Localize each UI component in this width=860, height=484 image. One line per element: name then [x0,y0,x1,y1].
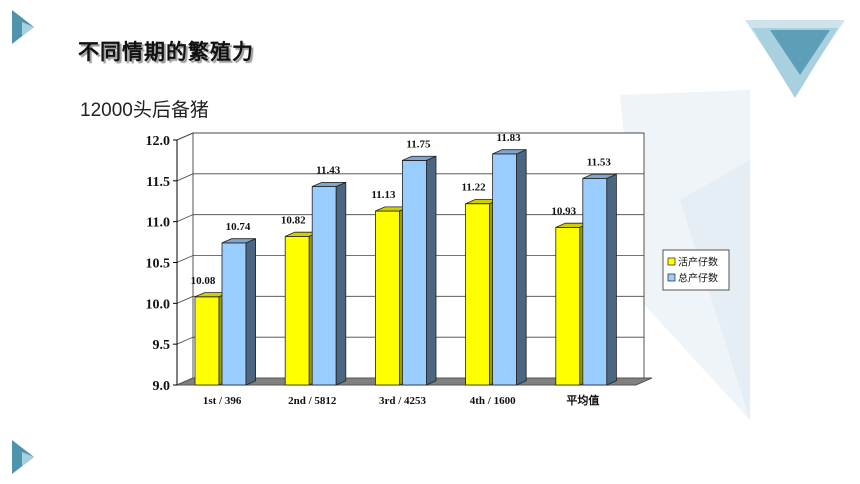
x-tick-label: 3rd / 4253 [379,395,427,407]
bar-top [221,238,256,244]
bar-front [284,235,310,386]
bar-front [555,226,581,386]
arrow-logo-icon [12,10,34,44]
x-tick-label: 平均值 [566,393,599,407]
bar-front [492,153,518,386]
bar-front [582,177,608,386]
x-tick-label: 1st / 396 [203,395,242,407]
bar-side [245,238,257,386]
legend-swatch [667,257,676,266]
y-tick-label: 11.5 [146,175,170,190]
gridline [176,132,644,141]
bar-top [402,155,437,161]
data-label: 11.83 [497,132,522,144]
y-tick-label: 9.0 [153,379,171,394]
page-title: 不同情期的繁殖力 [78,40,254,64]
arrow-logo-icon-bottom [12,440,34,474]
legend-label: 总产仔数 [678,272,718,285]
page-subtitle: 12000头后备猪 [80,100,209,121]
bar-front [194,296,220,386]
y-tick-label: 9.5 [153,338,171,353]
bar-front [311,186,337,386]
data-label: 10.82 [281,214,306,226]
legend-label: 活产仔数 [678,256,718,269]
bar-front [221,242,247,386]
bar-front [374,210,400,386]
y-tick-label: 11.0 [146,216,170,231]
bar-side [335,181,347,386]
x-tick-label: 4th / 1600 [470,395,516,407]
bar-front [465,203,491,386]
data-label: 11.13 [371,189,396,201]
legend-box [662,249,730,291]
data-label: 10.93 [551,205,576,217]
data-label: 11.43 [316,165,341,177]
bar-side [606,173,617,386]
bar-top [492,149,527,155]
y-tick-label: 10.0 [146,297,171,312]
data-label: 11.22 [462,182,487,194]
bar-side [425,155,437,386]
bar-side [516,149,527,386]
data-label: 10.74 [226,221,251,233]
data-label: 11.75 [406,138,431,150]
x-tick-label: 2nd / 5812 [288,395,337,407]
legend-swatch [667,273,676,282]
triangle-logo-icon [745,20,845,98]
y-tick-label: 12.0 [146,134,171,149]
data-label: 11.53 [587,156,612,168]
bar-top [312,181,346,187]
bar-top [582,173,617,179]
data-label: 10.08 [191,275,216,287]
bar-front [401,160,427,386]
y-tick-label: 10.5 [146,257,171,272]
